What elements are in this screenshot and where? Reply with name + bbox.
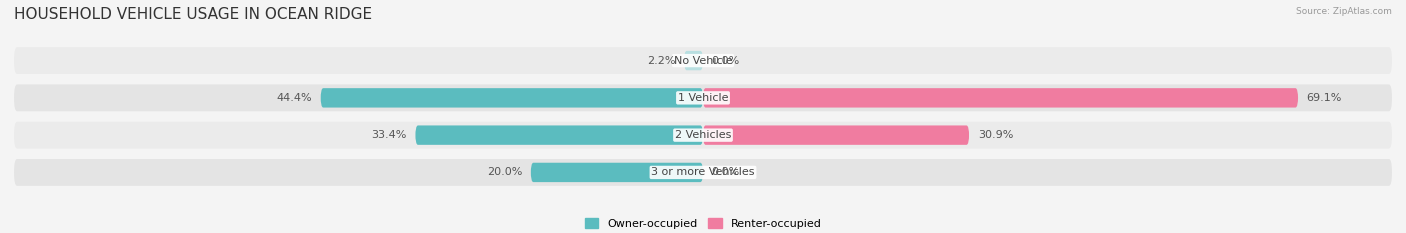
Text: 3 or more Vehicles: 3 or more Vehicles	[651, 168, 755, 177]
FancyBboxPatch shape	[531, 163, 703, 182]
Text: No Vehicle: No Vehicle	[673, 56, 733, 65]
FancyBboxPatch shape	[14, 84, 1392, 111]
Text: Source: ZipAtlas.com: Source: ZipAtlas.com	[1296, 7, 1392, 16]
Legend: Owner-occupied, Renter-occupied: Owner-occupied, Renter-occupied	[581, 214, 825, 233]
FancyBboxPatch shape	[14, 47, 1392, 74]
Text: 20.0%: 20.0%	[486, 168, 522, 177]
FancyBboxPatch shape	[703, 88, 1298, 108]
Text: 0.0%: 0.0%	[711, 168, 740, 177]
FancyBboxPatch shape	[415, 125, 703, 145]
FancyBboxPatch shape	[703, 125, 969, 145]
Text: 30.9%: 30.9%	[977, 130, 1014, 140]
Text: 69.1%: 69.1%	[1306, 93, 1343, 103]
Text: 33.4%: 33.4%	[371, 130, 406, 140]
FancyBboxPatch shape	[685, 51, 703, 70]
Text: 44.4%: 44.4%	[277, 93, 312, 103]
FancyBboxPatch shape	[14, 159, 1392, 186]
Text: 1 Vehicle: 1 Vehicle	[678, 93, 728, 103]
FancyBboxPatch shape	[14, 122, 1392, 149]
Text: 0.0%: 0.0%	[711, 56, 740, 65]
Text: 2.2%: 2.2%	[647, 56, 675, 65]
Text: HOUSEHOLD VEHICLE USAGE IN OCEAN RIDGE: HOUSEHOLD VEHICLE USAGE IN OCEAN RIDGE	[14, 7, 373, 22]
Text: 2 Vehicles: 2 Vehicles	[675, 130, 731, 140]
FancyBboxPatch shape	[321, 88, 703, 108]
